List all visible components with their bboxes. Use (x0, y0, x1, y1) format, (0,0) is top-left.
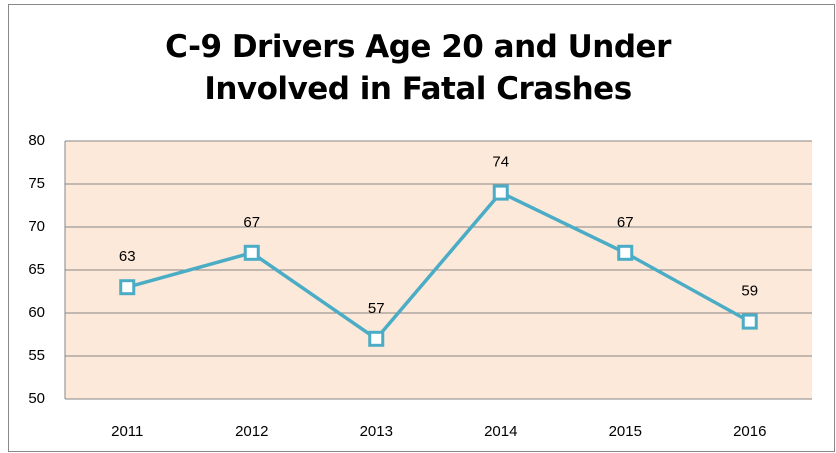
y-tick-label: 80 (28, 132, 45, 149)
line (126, 190, 751, 342)
y-tick-label: 70 (28, 218, 45, 235)
y-tick-label: 75 (28, 175, 45, 192)
marker (617, 244, 634, 261)
marker (119, 279, 136, 296)
x-tick-label: 2013 (360, 423, 393, 440)
data-label: 67 (243, 214, 260, 231)
data-label: 74 (492, 154, 509, 171)
data-label: 57 (368, 300, 385, 317)
chart-title: C-9 Drivers Age 20 and Under Involved in… (165, 29, 671, 107)
y-tick-label: 65 (28, 261, 45, 278)
x-tick-label: 2012 (235, 423, 268, 440)
x-tick-label: 2016 (733, 423, 766, 440)
x-tick-label: 2015 (609, 423, 642, 440)
data-label: 63 (119, 248, 136, 265)
y-tick-label: 60 (28, 304, 45, 321)
chart-border (8, 4, 835, 452)
marker (368, 330, 385, 347)
x-tick-label: 2011 (111, 423, 143, 440)
marker (492, 184, 509, 201)
y-tick-label: 55 (28, 347, 45, 364)
data-label: 67 (617, 214, 634, 231)
y-tick-label: 50 (28, 390, 45, 407)
x-tick-label: 2014 (484, 423, 517, 440)
marker (243, 244, 260, 261)
marker (741, 313, 758, 330)
data-label: 59 (741, 283, 758, 300)
